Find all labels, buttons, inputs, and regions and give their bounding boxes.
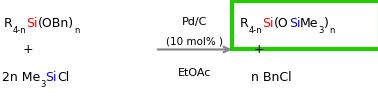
Text: 4-n: 4-n bbox=[12, 26, 26, 35]
FancyBboxPatch shape bbox=[232, 1, 378, 49]
Text: R: R bbox=[4, 17, 12, 30]
Text: R: R bbox=[240, 17, 249, 30]
Text: n BnCl: n BnCl bbox=[251, 71, 292, 84]
Text: n: n bbox=[74, 26, 79, 35]
Text: +: + bbox=[23, 43, 34, 56]
Text: Si: Si bbox=[26, 17, 38, 30]
Text: (O: (O bbox=[274, 17, 289, 30]
Text: EtOAc: EtOAc bbox=[178, 68, 211, 78]
Text: +: + bbox=[254, 43, 264, 56]
Text: ): ) bbox=[324, 17, 329, 30]
Text: (10 mol% ): (10 mol% ) bbox=[166, 37, 223, 47]
Text: Pd/C: Pd/C bbox=[182, 17, 208, 27]
Text: 2n Me: 2n Me bbox=[2, 71, 40, 84]
Text: Me: Me bbox=[300, 17, 319, 30]
Text: Si: Si bbox=[45, 71, 57, 84]
Text: n: n bbox=[329, 26, 334, 35]
Text: (OBn): (OBn) bbox=[38, 17, 74, 30]
Text: 3: 3 bbox=[319, 26, 324, 35]
Text: Si: Si bbox=[262, 17, 274, 30]
Text: 4-n: 4-n bbox=[249, 26, 262, 35]
Text: Si: Si bbox=[289, 17, 300, 30]
Text: Cl: Cl bbox=[57, 71, 69, 84]
Text: 3: 3 bbox=[40, 80, 45, 89]
